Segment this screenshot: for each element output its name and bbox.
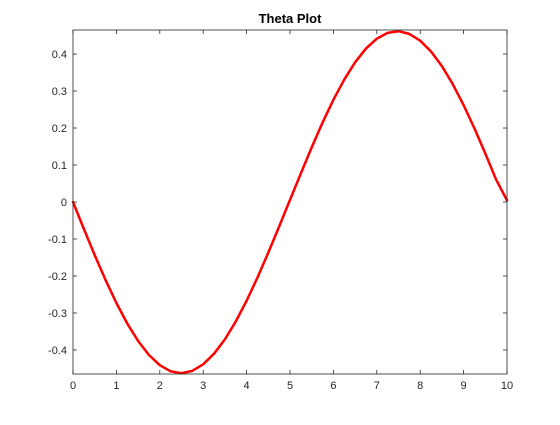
x-tick-label: 2 (157, 380, 163, 392)
x-tick-label: 10 (501, 380, 513, 392)
x-tick-label: 9 (461, 380, 467, 392)
y-tick-label: 0.1 (52, 160, 67, 172)
x-tick-label: 8 (417, 380, 423, 392)
theta-series-line (71, 29, 509, 375)
y-tick-label: -0.3 (48, 308, 67, 320)
x-tick-label: 6 (330, 380, 336, 392)
y-tick-label: -0.1 (48, 234, 67, 246)
y-tick-label: -0.4 (48, 345, 67, 357)
plot-area (71, 29, 509, 375)
x-tick-label: 1 (113, 380, 119, 392)
y-tick-label: 0.2 (52, 123, 67, 135)
x-tick-label: 5 (287, 380, 293, 392)
x-tick-label: 4 (244, 380, 250, 392)
x-tick-label: 0 (70, 380, 76, 392)
y-tick-label: -0.2 (48, 271, 67, 283)
chart-title: Theta Plot (259, 11, 323, 26)
x-tick-label: 7 (374, 380, 380, 392)
y-tick-label: 0.3 (52, 86, 67, 98)
y-tick-label: 0 (61, 197, 67, 209)
x-tick-label: 3 (200, 380, 206, 392)
axes: 0 1 2 3 4 5 6 7 8 9 10 -0.4 -0.3 -0.2 -0.1 0 0.1 0.2 0.3 0.… (48, 29, 513, 392)
y-tick-label: 0.4 (52, 49, 67, 61)
